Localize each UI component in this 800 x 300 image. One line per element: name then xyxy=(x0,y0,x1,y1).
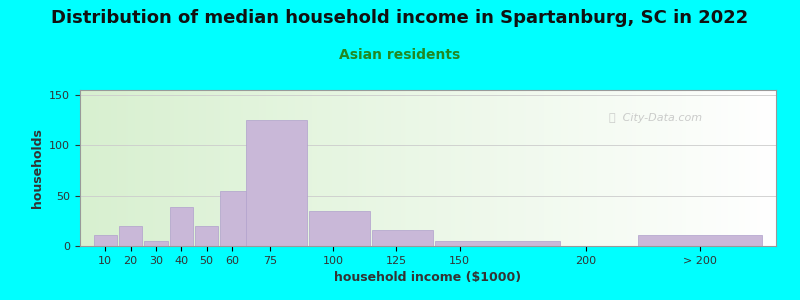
Text: ⓘ  City-Data.com: ⓘ City-Data.com xyxy=(609,113,702,123)
Bar xyxy=(144,241,167,246)
Bar xyxy=(119,226,142,246)
Text: Distribution of median household income in Spartanburg, SC in 2022: Distribution of median household income … xyxy=(51,9,749,27)
Bar xyxy=(309,211,370,246)
Bar xyxy=(435,241,560,246)
X-axis label: household income ($1000): household income ($1000) xyxy=(334,271,522,284)
Bar xyxy=(220,190,256,246)
Bar xyxy=(94,235,117,246)
Bar xyxy=(170,207,193,246)
Text: Asian residents: Asian residents xyxy=(339,48,461,62)
Y-axis label: households: households xyxy=(30,128,44,208)
Bar xyxy=(246,120,306,246)
Bar xyxy=(372,230,434,246)
Bar xyxy=(638,235,762,246)
Bar xyxy=(195,226,218,246)
